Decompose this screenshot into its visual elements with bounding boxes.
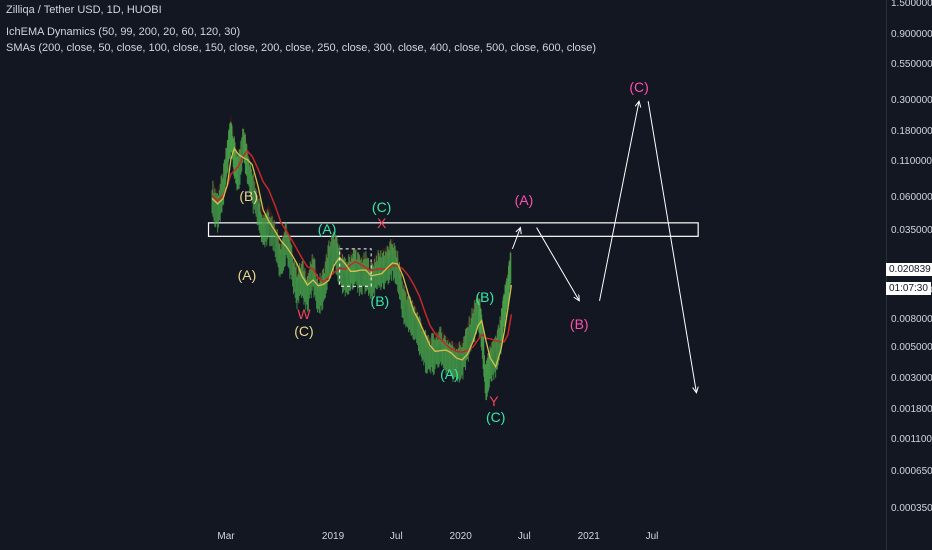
price-tick-label: 0.180000 [891,126,932,138]
wave-label: Y [489,392,499,409]
time-tick-label: Jul [517,531,531,542]
countdown-tag: 01:07:30 [886,282,931,295]
wave-label: (C) [371,199,392,215]
chart-title: Zilliqa / Tether USD, 1D, HUOBI [6,4,162,16]
price-tick-label: 0.003000 [891,373,932,385]
price-tick-label: 0.005000 [891,342,932,354]
time-tick-label: Jul [389,531,403,542]
wave-label: (C) [629,78,649,95]
wave-label: (C) [294,322,314,339]
time-tick-label: Jul [645,531,659,542]
price-tick-label: 0.000650 [891,465,932,477]
wave-label: (B) [239,188,259,205]
wave-label: (A) [237,266,257,283]
ema-line [211,146,513,369]
wave-label: W [297,306,311,323]
price-tick-label: 0.060000 [891,192,932,204]
indicator-ichema-label[interactable]: IchEMA Dynamics (50, 99, 200, 20, 60, 12… [6,26,241,38]
wave-label: (B) [569,315,589,332]
indicator-smas-label[interactable]: SMAs (200, close, 50, close, 100, close,… [6,42,597,54]
projection-arrow [647,101,696,393]
time-tick-label: Mar [217,531,235,542]
price-tick-label: 0.035000 [891,224,932,236]
price-tick-label: 0.008000 [891,314,932,326]
wave-label: (A) [440,365,459,382]
sma-line [211,149,513,353]
triangle-box [339,248,372,287]
wave-label: (B) [370,292,390,309]
wave-label: (A) [317,221,337,238]
price-tick-label: 1.500000 [891,0,932,9]
price-tick-label: 0.110000 [891,155,932,167]
price-tick-label: 0.300000 [891,95,932,107]
wave-label: (C) [485,409,506,426]
price-tick-label: 0.550000 [891,58,932,70]
wave-label: X [376,214,387,231]
projection-arrow [599,101,640,301]
time-tick-label: 2021 [577,531,600,542]
projection-arrow [511,228,520,250]
price-tick-label: 0.001100 [891,433,932,445]
price-tick-label: 0.001800 [891,404,932,416]
time-tick-label: 2020 [449,531,472,542]
wave-label: (A) [514,192,534,209]
wave-label: (B) [475,288,495,305]
projection-arrow [536,227,580,301]
price-tick-label: 0.900000 [891,28,932,40]
price-tick-label: 0.000350 [891,503,932,514]
time-tick-label: 2019 [321,531,345,542]
last-price-tag: 0.020839 [886,263,932,276]
resistance-zone [207,222,699,237]
